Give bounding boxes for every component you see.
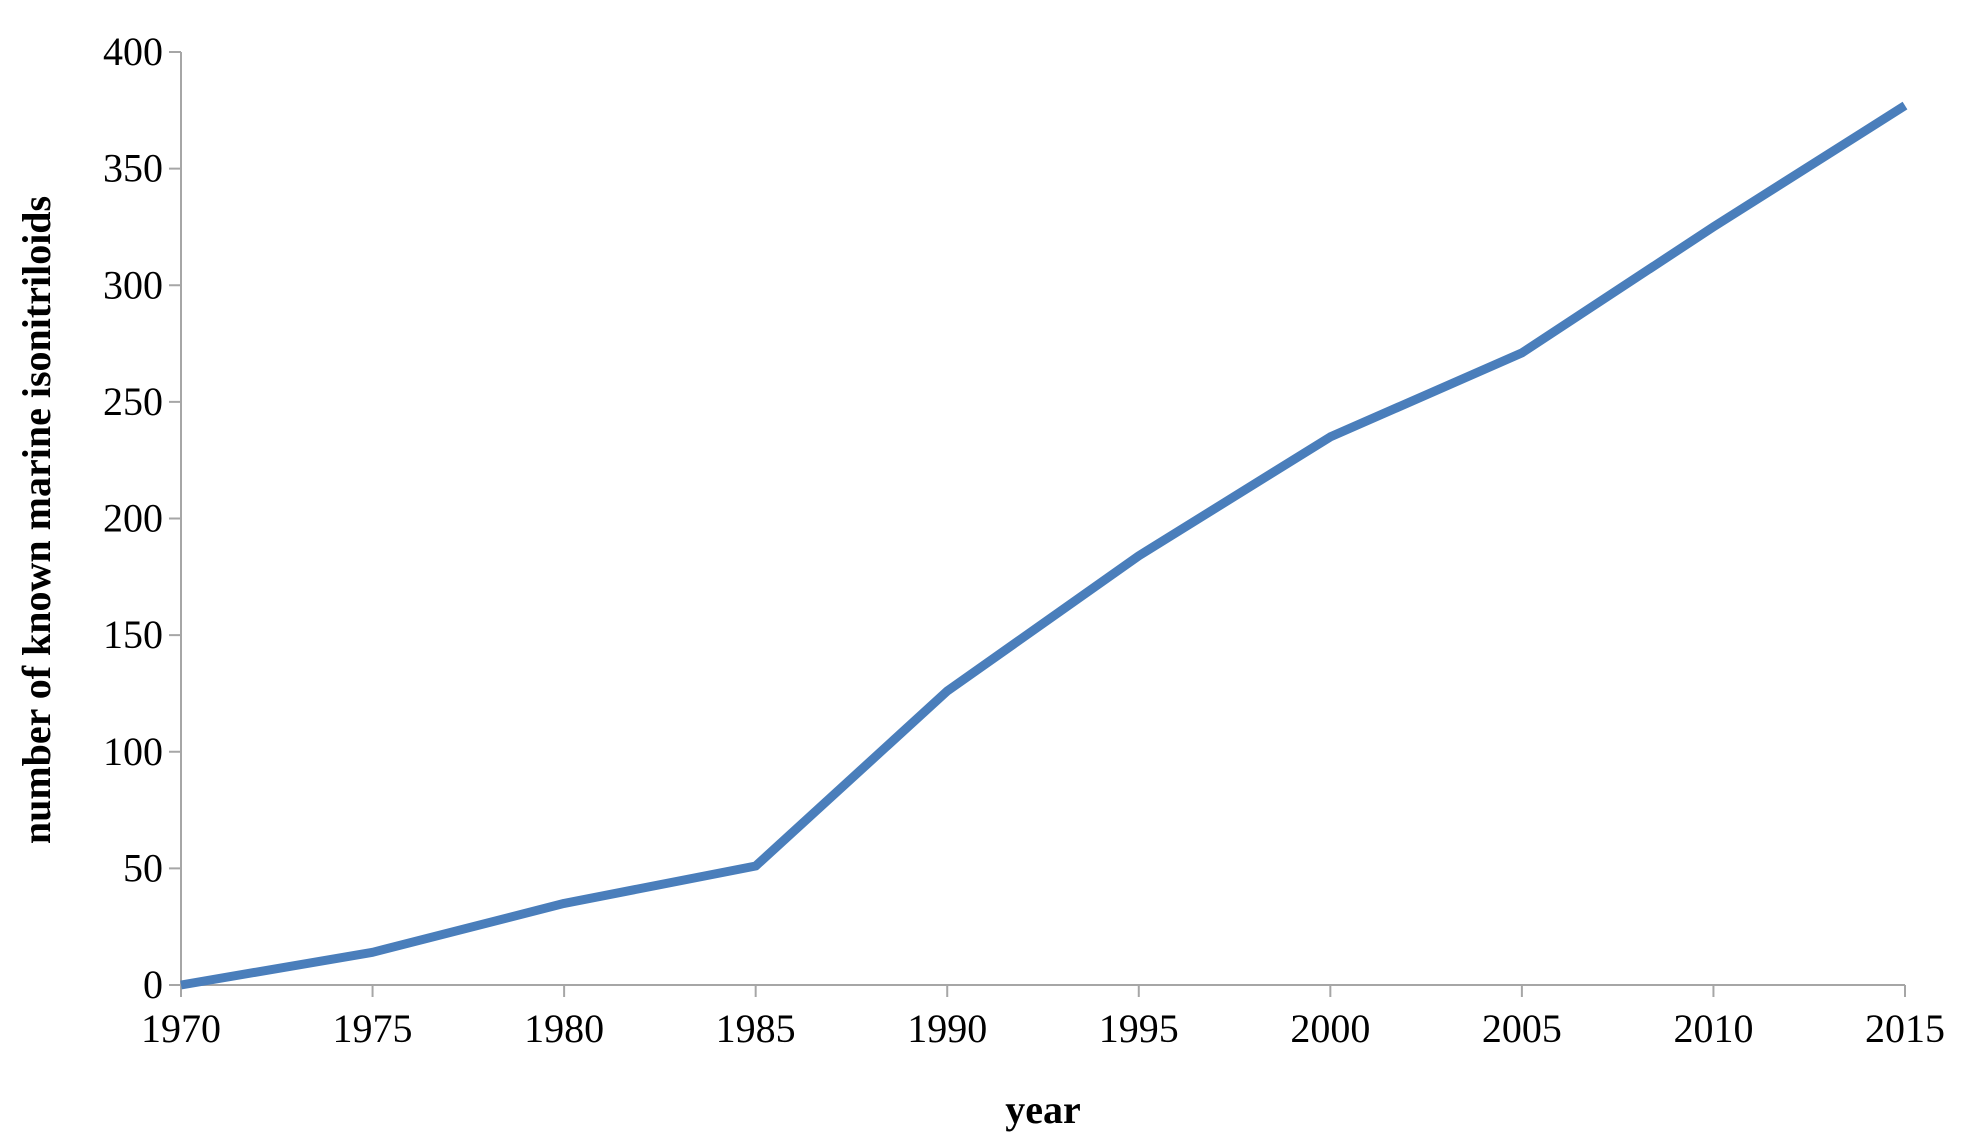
x-tick-label: 2010 [1673,1006,1753,1051]
y-tick-label: 0 [143,962,163,1007]
series-line [180,101,1908,990]
series-layer [180,101,1908,990]
y-tick-label: 150 [103,612,163,657]
axes [180,52,1905,986]
x-tick-label: 1995 [1099,1006,1179,1051]
y-tick-label: 250 [103,379,163,424]
y-tick-label: 50 [123,845,163,890]
x-tick-label: 1990 [907,1006,987,1051]
x-tick-label: 1980 [524,1006,604,1051]
y-tick-label: 100 [103,729,163,774]
x-axis-ticks: 1970 1975 1980 1985 1990 1995 2000 2005 2010 2015 [141,985,1945,1051]
x-tick-label: 2005 [1482,1006,1562,1051]
x-tick-label: 1975 [333,1006,413,1051]
x-tick-label: 2015 [1865,1006,1945,1051]
y-axis-title: number of known marine isonitriloids [14,196,59,844]
x-tick-label: 1985 [716,1006,796,1051]
y-tick-label: 200 [103,496,163,541]
y-tick-label: 350 [103,146,163,191]
y-axis-ticks: 0 50 100 150 200 250 300 350 400 [103,29,181,1007]
y-tick-label: 300 [103,262,163,307]
x-tick-label: 2000 [1290,1006,1370,1051]
x-axis-title: year [1005,1087,1081,1132]
y-tick-label: 400 [103,29,163,74]
x-tick-label: 1970 [141,1006,221,1051]
